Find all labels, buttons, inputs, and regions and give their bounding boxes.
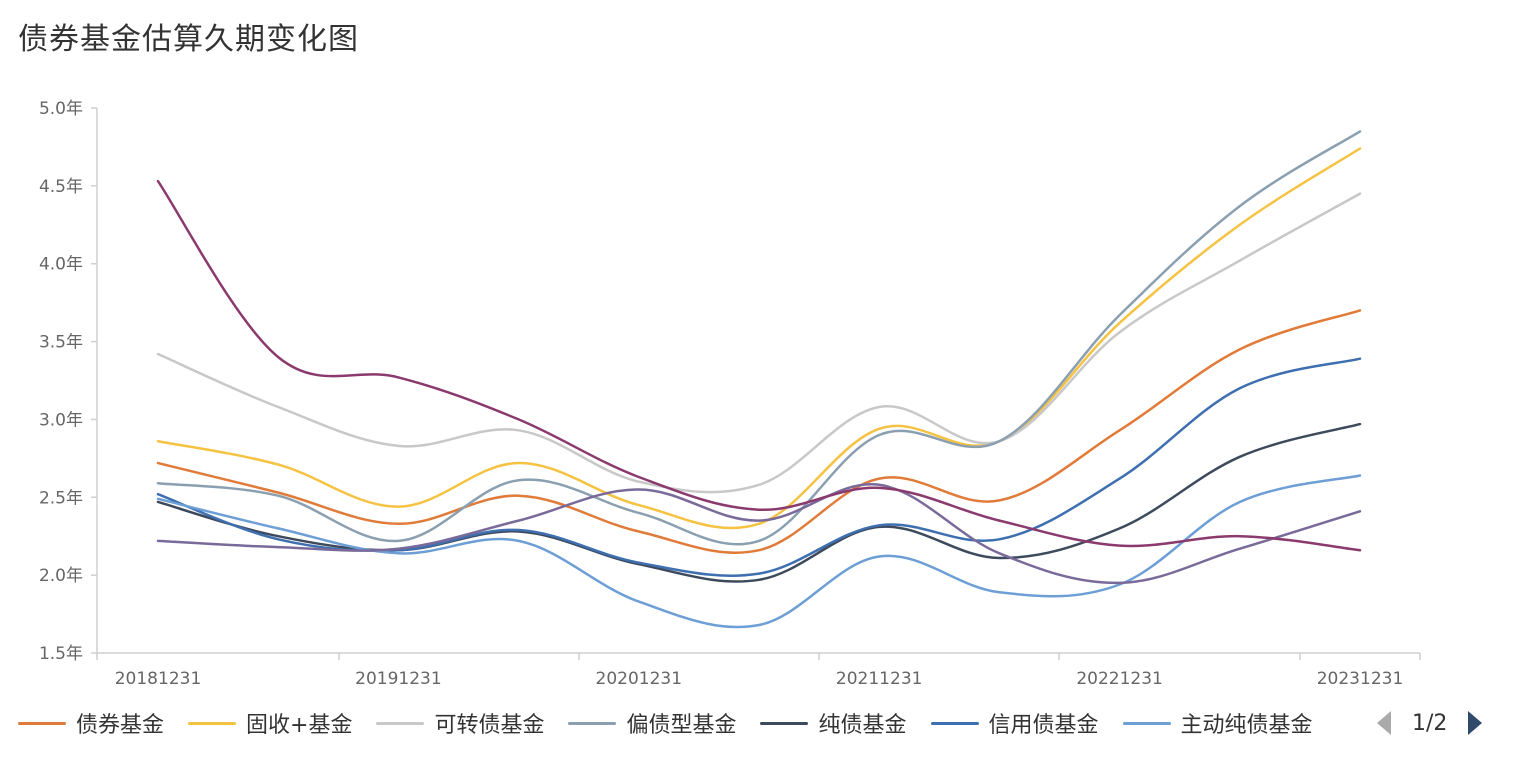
y-tick-label: 3.0年 <box>39 410 83 430</box>
legend-item[interactable]: 偏债型基金 <box>568 703 736 743</box>
legend-label: 可转债基金 <box>434 713 545 738</box>
y-tick-label: 2.0年 <box>39 566 83 586</box>
legend-swatch <box>568 721 617 725</box>
legend-item[interactable]: 债券基金 <box>18 703 164 743</box>
legend-swatch <box>18 721 66 725</box>
legend-item[interactable]: 纯债基金 <box>760 703 907 743</box>
legend-swatch <box>188 721 237 725</box>
series-line-4 <box>156 422 1362 583</box>
series-line-1 <box>156 147 1362 530</box>
axes: 1.5年 2.0年 2.5年 3.0年 3.5年 4.0年 4.5年 5.0年 20181231… <box>39 99 1421 689</box>
y-tick-label: 3.5年 <box>39 333 83 353</box>
y-tick-label: 2.5年 <box>39 488 83 508</box>
x-tick-label: 20211231 <box>836 669 923 689</box>
legend-item[interactable]: 固收+基金 <box>188 703 352 743</box>
legend-swatch <box>760 721 809 725</box>
legend-label: 信用债基金 <box>988 713 1099 738</box>
series-line-3 <box>156 130 1362 546</box>
legend-label: 偏债型基金 <box>626 713 737 738</box>
y-tick-label: 1.5年 <box>39 644 83 664</box>
legend-label: 纯债基金 <box>818 713 907 738</box>
y-tick-label: 4.5年 <box>39 177 83 197</box>
legend-label: 债券基金 <box>76 713 165 738</box>
legend: 债券基金 固收+基金 可转债基金 偏债型基金 纯债基金 信用债基金 主动纯债基金 <box>18 703 1368 743</box>
x-tick-label: 20191231 <box>355 669 442 689</box>
series-line-0 <box>156 309 1362 554</box>
y-tick-label: 5.0年 <box>39 99 83 119</box>
legend-item[interactable]: 信用债基金 <box>930 703 1099 743</box>
legend-swatch <box>376 721 425 725</box>
series-line-7 <box>156 483 1362 585</box>
line-chart: 1.5年 2.0年 2.5年 3.0年 3.5年 4.0年 4.5年 5.0年 20181231… <box>39 99 1421 689</box>
legend-pager: 1/2 <box>1370 703 1489 743</box>
chart-title: 债券基金估算久期变化图 <box>18 22 359 57</box>
legend-label: 主动纯债基金 <box>1180 713 1313 738</box>
legend-page-indicator: 1/2 <box>1412 710 1448 736</box>
series-lines <box>156 130 1362 629</box>
series-line-8 <box>156 179 1362 552</box>
x-tick-label: 20231231 <box>1317 669 1404 689</box>
x-tick-label: 20181231 <box>115 669 202 689</box>
legend-item[interactable]: 可转债基金 <box>376 703 544 743</box>
caret-left-icon[interactable] <box>1370 703 1398 743</box>
x-tick-label: 20221231 <box>1076 669 1163 689</box>
x-tick-label: 20201231 <box>596 669 683 689</box>
y-tick-label: 4.0年 <box>39 255 83 275</box>
legend-item[interactable]: 主动纯债基金 <box>1122 703 1313 743</box>
series-line-6 <box>156 474 1362 629</box>
legend-swatch <box>1122 721 1171 725</box>
caret-right-icon[interactable] <box>1461 703 1489 743</box>
legend-swatch <box>930 721 979 725</box>
legend-label: 固收+基金 <box>246 713 353 738</box>
series-line-2 <box>156 192 1362 494</box>
